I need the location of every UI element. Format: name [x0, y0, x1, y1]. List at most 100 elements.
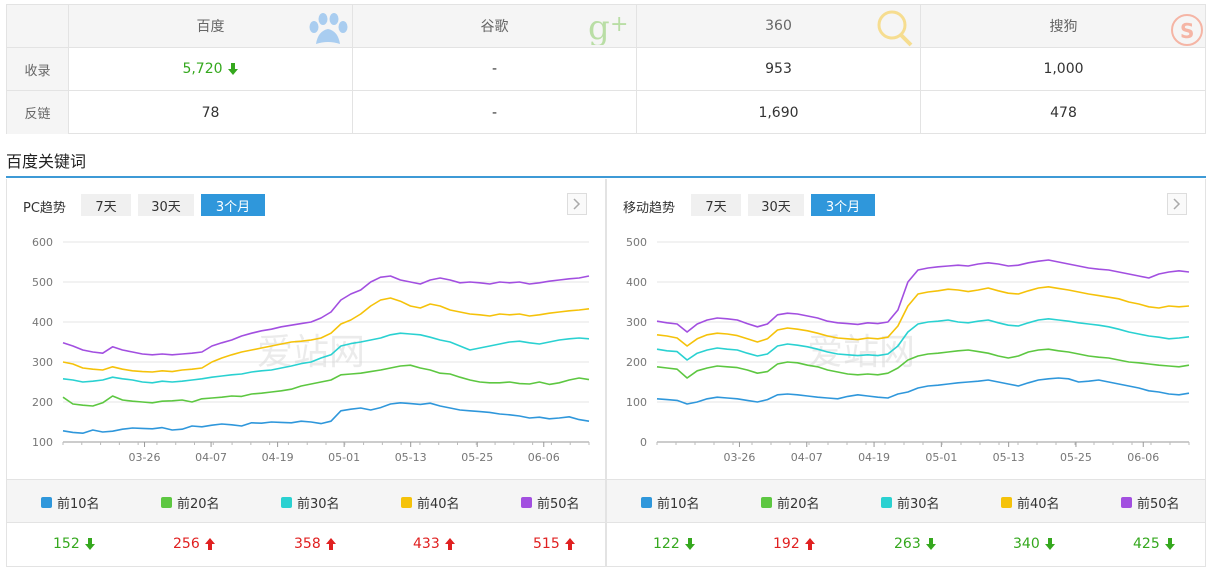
table-row: 反链 78 - 1,690 478: [7, 91, 1205, 134]
arrow-down-icon: [84, 538, 95, 550]
legend-swatch: [1121, 497, 1132, 508]
legend-item[interactable]: 前10名: [41, 493, 100, 512]
section-title: 百度关键词: [6, 152, 87, 171]
header-label: 百度: [196, 19, 225, 35]
legend-swatch: [641, 497, 652, 508]
x-tick-label: 05-13: [395, 451, 427, 464]
current-value-前10名: 122: [653, 536, 696, 552]
sogou-index-count: 1,000: [920, 48, 1206, 90]
magnifier-icon: [877, 10, 913, 47]
legend-item[interactable]: 前40名: [401, 493, 460, 512]
current-value-前10名: 152: [53, 536, 96, 552]
series-line-前50名: [656, 259, 1190, 333]
legend-item[interactable]: 前20名: [761, 493, 820, 512]
legend-label: 前30名: [297, 497, 340, 512]
next-chevron-button[interactable]: [1167, 193, 1187, 215]
current-values-row: 152 256 358 433 515: [7, 523, 605, 566]
header-label: 搜狗: [1049, 19, 1078, 35]
svg-text:S: S: [1180, 19, 1194, 43]
current-value-前50名: 425: [1133, 536, 1176, 552]
baidu-index-count: 5,720: [68, 48, 352, 90]
table-header-sogou: 搜狗 S: [920, 5, 1206, 47]
panel-title: 移动趋势: [623, 201, 676, 216]
legend-item[interactable]: 前20名: [161, 493, 220, 512]
legend-label: 前10名: [657, 497, 700, 512]
current-values-row: 122 192 263 340 425: [607, 523, 1205, 566]
legend-item[interactable]: 前40名: [1001, 493, 1060, 512]
row-label: 反链: [7, 91, 68, 134]
y-tick-label: 100: [626, 396, 647, 409]
legend-item[interactable]: 前30名: [281, 493, 340, 512]
value-text: 340: [1013, 536, 1040, 552]
x-tick-label: 03-26: [129, 451, 161, 464]
y-tick-label: 400: [626, 276, 647, 289]
y-tick-label: 600: [32, 236, 53, 249]
mobile-trend-panel: 移动趋势 7天 30天 3个月 爱站网 0 100 200 300 400 500 03-2…: [606, 179, 1206, 567]
y-tick-label: 100: [32, 436, 53, 449]
next-chevron-button[interactable]: [567, 193, 587, 215]
panel-title: PC趋势: [23, 201, 66, 216]
current-value-前40名: 340: [1013, 536, 1056, 552]
legend-swatch: [281, 497, 292, 508]
legend-label: 前50名: [537, 497, 580, 512]
legend-item[interactable]: 前50名: [1121, 493, 1180, 512]
row-label: 收录: [7, 48, 68, 90]
series-line-前20名: [62, 364, 590, 407]
legend-label: 前10名: [57, 497, 100, 512]
x-tick-label: 05-01: [925, 451, 957, 464]
pc-trend-panel: PC趋势 7天 30天 3个月 爱站网 100 200 300 400 500 600 03…: [6, 179, 606, 567]
legend-item[interactable]: 前50名: [521, 493, 580, 512]
legend-swatch: [161, 497, 172, 508]
table-header-corner: [7, 5, 68, 47]
paw-icon: [309, 13, 348, 44]
y-tick-label: 300: [626, 316, 647, 329]
x-tick-label: 05-25: [461, 451, 493, 464]
y-tick-label: 0: [640, 436, 647, 449]
legend-swatch: [41, 497, 52, 508]
range-3m-button[interactable]: 3个月: [201, 194, 265, 216]
legend-item[interactable]: 前10名: [641, 493, 700, 512]
cell-value: 5,720: [182, 61, 223, 77]
360-backlinks: 1,690: [636, 91, 920, 134]
arrow-down-icon: [684, 538, 695, 550]
arrow-down-icon: [1164, 538, 1175, 550]
legend-label: 前40名: [417, 497, 460, 512]
range-30d-button[interactable]: 30天: [748, 194, 804, 216]
y-tick-label: 400: [32, 316, 53, 329]
legend-swatch: [521, 497, 532, 508]
arrow-down-icon: [925, 538, 936, 550]
y-tick-label: 300: [32, 356, 53, 369]
range-3m-button[interactable]: 3个月: [811, 194, 875, 216]
series-line-前10名: [62, 402, 590, 434]
value-text: 433: [413, 536, 440, 552]
x-tick-label: 04-07: [791, 451, 823, 464]
header-label: 360: [765, 18, 792, 34]
x-tick-label: 06-06: [1127, 451, 1159, 464]
range-30d-button[interactable]: 30天: [138, 194, 194, 216]
x-tick-label: 06-06: [528, 451, 560, 464]
current-value-前50名: 515: [533, 536, 576, 552]
x-tick-label: 04-19: [858, 451, 890, 464]
arrow-up-icon: [204, 538, 215, 550]
legend-label: 前30名: [897, 497, 940, 512]
chart-legend: 前10名 前20名 前30名 前40名 前50名: [607, 479, 1205, 523]
legend-swatch: [1001, 497, 1012, 508]
header-label: 谷歌: [480, 19, 509, 35]
table-header-row: 百度 谷歌 g + 360 搜狗: [7, 5, 1205, 48]
baidu-backlinks: 78: [68, 91, 352, 134]
range-7d-button[interactable]: 7天: [81, 194, 131, 216]
arrow-up-icon: [804, 538, 815, 550]
table-header-google: 谷歌 g +: [352, 5, 636, 47]
range-7d-button[interactable]: 7天: [691, 194, 741, 216]
current-value-前20名: 192: [773, 536, 816, 552]
legend-label: 前50名: [1137, 497, 1180, 512]
legend-swatch: [761, 497, 772, 508]
search-engine-stats-table: 百度 谷歌 g + 360 搜狗: [6, 4, 1206, 134]
legend-item[interactable]: 前30名: [881, 493, 940, 512]
current-value-前20名: 256: [173, 536, 216, 552]
legend-label: 前20名: [777, 497, 820, 512]
svg-text:+: +: [610, 12, 628, 37]
y-tick-label: 200: [32, 396, 53, 409]
google-backlinks: -: [352, 91, 636, 134]
